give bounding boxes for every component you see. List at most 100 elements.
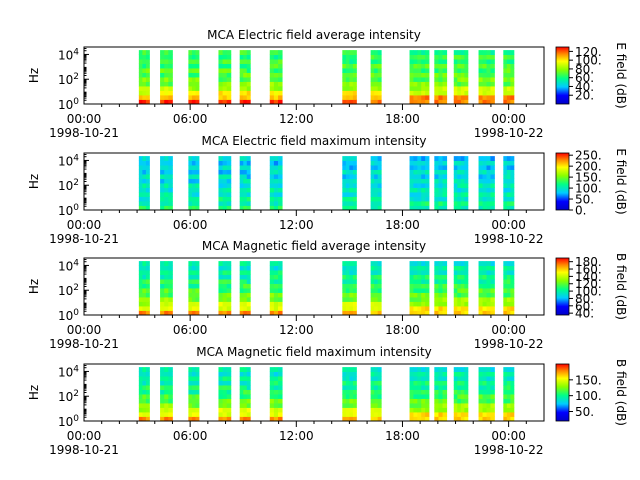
spectrogram-cell: [243, 95, 248, 100]
spectrogram-cell: [377, 54, 382, 60]
spectrogram-cell: [222, 54, 228, 60]
spectrogram-cell: [352, 156, 357, 161]
spectrogram-cell: [222, 201, 228, 206]
spectrogram-cell: [421, 68, 426, 73]
spectrogram-cell: [164, 398, 169, 404]
spectrogram-segment: [453, 50, 469, 105]
spectrogram-cell: [142, 72, 147, 78]
spectrogram-cell: [142, 283, 147, 289]
spectrogram-cell: [490, 407, 495, 413]
spectrogram-cell: [442, 283, 448, 289]
spectrogram-cell: [269, 201, 275, 206]
spectrogram-cell: [342, 50, 347, 55]
spectrogram-cell: [226, 156, 232, 161]
spectrogram-cell: [486, 68, 491, 73]
spectrogram-cell: [342, 412, 347, 417]
spectrogram-cell: [269, 59, 275, 64]
spectrogram-cell: [464, 156, 469, 161]
spectrogram-cell: [342, 77, 347, 82]
spectrogram-cell: [482, 59, 487, 64]
colorbar-tick-label: 40.: [575, 307, 594, 321]
spectrogram-cell: [482, 90, 487, 96]
spectrogram-cell: [145, 310, 150, 316]
spectrogram-panel-1: MCA Electric field average intensity1001…: [27, 28, 628, 140]
spectrogram-cell: [506, 371, 511, 377]
spectrogram-cell: [506, 205, 511, 211]
spectrogram-cell: [460, 86, 465, 91]
spectrogram-cell: [342, 205, 347, 211]
spectrogram-cell: [138, 59, 143, 64]
spectrogram-cell: [478, 270, 483, 275]
spectrogram-cell: [273, 99, 279, 105]
spectrogram-cell: [482, 183, 487, 188]
spectrogram-cell: [188, 183, 193, 188]
spectrogram-cell: [164, 380, 169, 386]
spectrogram-cell: [442, 183, 448, 188]
spectrogram-cell: [222, 288, 228, 293]
spectrogram-cell: [142, 279, 147, 284]
spectrogram-cell: [168, 283, 173, 289]
spectrogram-cell: [377, 279, 382, 284]
spectrogram-cell: [226, 59, 232, 64]
spectrogram-cell: [145, 165, 150, 170]
spectrogram-cell: [239, 310, 244, 316]
spectrogram-cell: [273, 283, 279, 289]
spectrogram-cell: [409, 81, 414, 87]
spectrogram-cell: [460, 270, 465, 275]
spectrogram-cell: [246, 86, 251, 91]
spectrogram-cell: [342, 398, 347, 404]
spectrogram-cell: [421, 270, 426, 275]
spectrogram-cell: [191, 367, 196, 372]
spectrogram-cell: [503, 192, 508, 197]
spectrogram-cell: [486, 178, 491, 184]
spectrogram-cell: [510, 283, 515, 289]
spectrogram-cell: [164, 407, 169, 413]
spectrogram-cell: [460, 371, 465, 377]
spectrogram-cell: [453, 63, 458, 69]
spectrogram-cell: [434, 205, 439, 211]
spectrogram-segment: [453, 367, 469, 422]
spectrogram-cell: [425, 367, 430, 372]
spectrogram-cell: [374, 306, 379, 311]
colorbar-label: E field (dB): [614, 148, 628, 214]
spectrogram-cell: [222, 183, 228, 188]
spectrogram-cell: [218, 310, 223, 316]
spectrogram-cell: [226, 412, 232, 417]
spectrogram-cell: [460, 398, 465, 404]
spectrogram-segment: [188, 50, 200, 105]
spectrogram-cell: [421, 385, 426, 390]
spectrogram-cell: [442, 297, 448, 302]
spectrogram-cell: [246, 265, 251, 271]
spectrogram-cell: [434, 165, 439, 170]
colorbar-tick-label: 80.: [575, 62, 594, 76]
spectrogram-cell: [345, 183, 350, 188]
spectrogram-cell: [510, 292, 515, 298]
spectrogram-cell: [168, 165, 173, 170]
spectrogram-cell: [442, 301, 448, 307]
spectrogram-cell: [269, 306, 275, 311]
spectrogram-cell: [421, 196, 426, 202]
spectrogram-cell: [434, 270, 439, 275]
spectrogram-cell: [278, 99, 283, 105]
colorbar-tick-label: 50.: [575, 405, 594, 419]
spectrogram-cell: [269, 174, 275, 179]
spectrogram-cell: [457, 165, 462, 170]
colorbar-tick-label: 150.: [575, 171, 602, 185]
spectrogram-cell: [218, 72, 223, 78]
spectrogram-cell: [269, 183, 275, 188]
spectrogram-cell: [478, 292, 483, 298]
spectrogram-cell: [478, 279, 483, 284]
spectrogram-cell: [273, 367, 279, 372]
spectrogram-cell: [142, 306, 147, 311]
spectrogram-cell: [164, 90, 169, 96]
spectrogram-cell: [349, 279, 354, 284]
spectrogram-cell: [438, 385, 443, 390]
spectrogram-cell: [145, 63, 150, 69]
spectrogram-cell: [138, 403, 143, 408]
spectrogram-cell: [453, 376, 458, 381]
spectrogram-cell: [421, 192, 426, 197]
spectrogram-cell: [352, 376, 357, 381]
spectrogram-cell: [490, 310, 495, 316]
spectrogram-cell: [453, 201, 458, 206]
